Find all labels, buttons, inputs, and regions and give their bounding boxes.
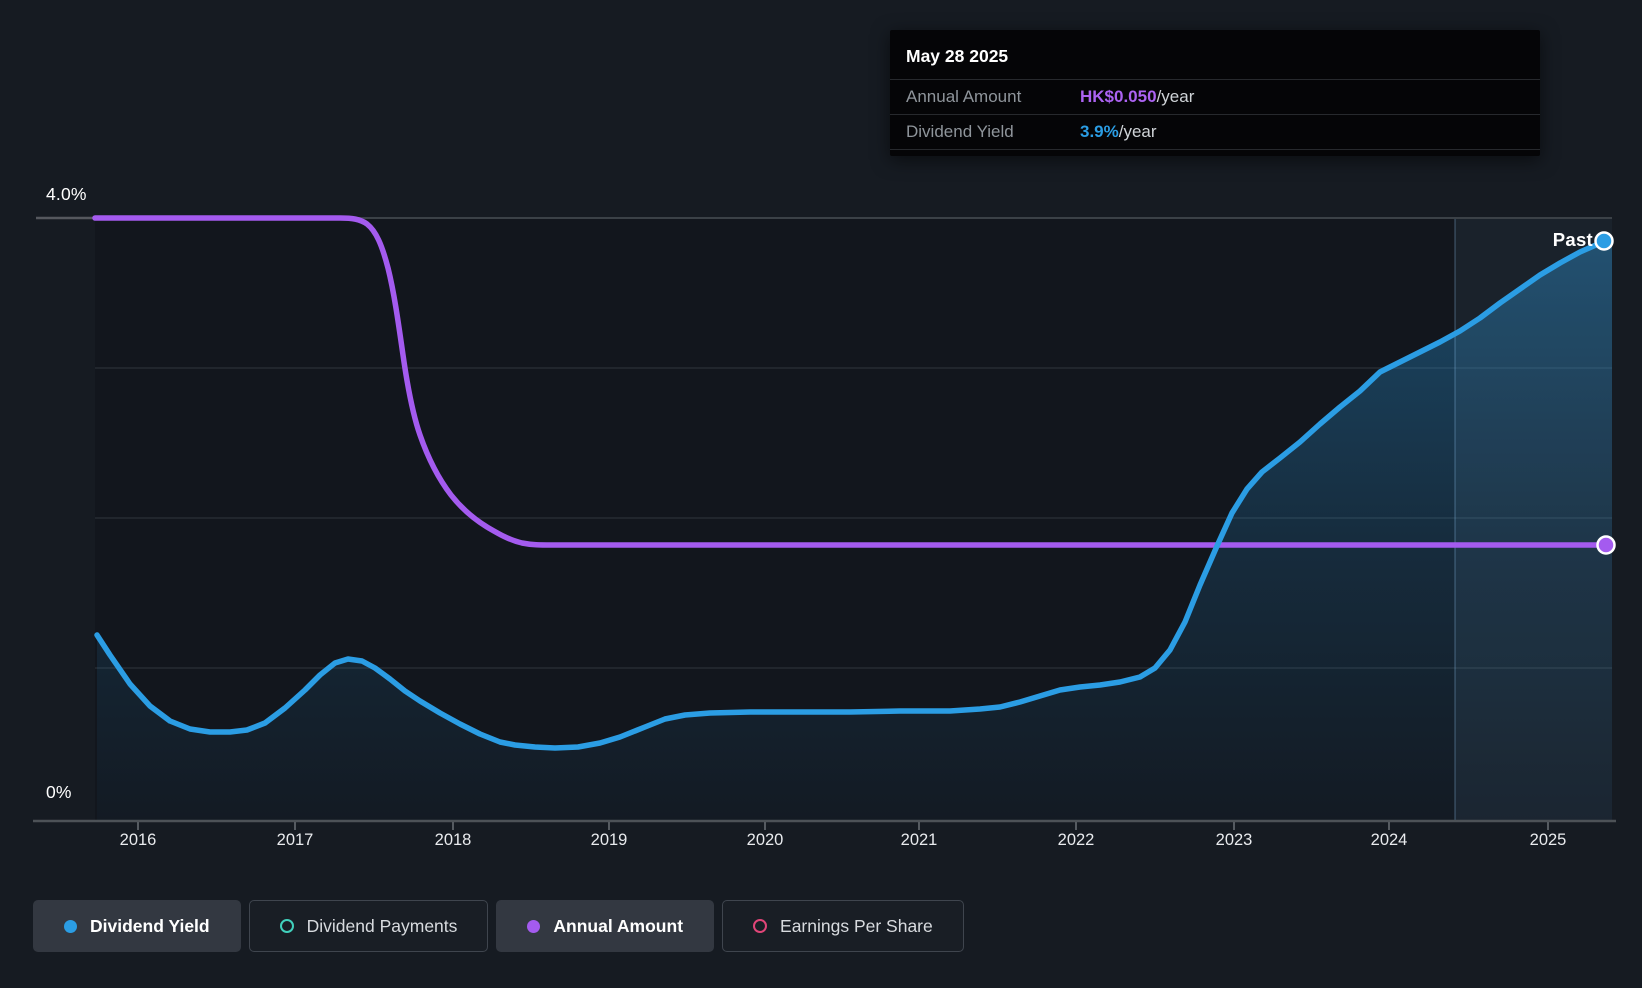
legend-button-annual-amount[interactable]: Annual Amount	[496, 900, 715, 952]
chart-legend: Dividend Yield Dividend Payments Annual …	[33, 900, 964, 952]
tooltip-value-number: 3.9%	[1080, 122, 1119, 141]
annual-amount-dot-icon	[527, 919, 541, 933]
legend-label: Dividend Yield	[90, 915, 210, 936]
legend-label: Annual Amount	[553, 915, 684, 936]
annual-amount-end-marker	[1596, 535, 1616, 555]
tooltip-row-annual-amount: Annual Amount HK$0.050/year	[890, 80, 1540, 115]
tooltip-value-suffix: /year	[1118, 122, 1157, 141]
tooltip-label: Annual Amount	[906, 87, 1022, 106]
tooltip-row-dividend-yield: Dividend Yield 3.9%/year	[890, 115, 1540, 150]
legend-label: Dividend Payments	[306, 915, 458, 936]
dividend-yield-dot-icon	[64, 919, 77, 933]
x-axis-label-2025: 2025	[1529, 831, 1567, 849]
x-axis-label-2019: 2019	[590, 831, 628, 849]
y-axis-label-bottom: 0%	[46, 782, 72, 802]
x-axis-label-2024: 2024	[1370, 831, 1408, 849]
tooltip-label: Dividend Yield	[906, 122, 1014, 141]
legend-button-earnings-per-share[interactable]: Earnings Per Share	[722, 900, 964, 952]
tooltip-value-suffix: /year	[1156, 87, 1195, 106]
tooltip-value: HK$0.050/year	[1080, 87, 1194, 107]
dividend-payments-ring-icon	[279, 919, 294, 933]
earnings-per-share-ring-icon	[753, 919, 768, 933]
tooltip-date: May 28 2025	[890, 44, 1540, 80]
legend-label: Earnings Per Share	[780, 915, 933, 936]
legend-button-dividend-payments[interactable]: Dividend Payments	[248, 900, 489, 952]
legend-button-dividend-yield[interactable]: Dividend Yield	[33, 900, 241, 952]
dividend-yield-end-marker	[1594, 231, 1614, 251]
past-band	[1455, 218, 1612, 821]
dividend-yield-area	[97, 240, 1612, 821]
tooltip-value: 3.9%/year	[1080, 122, 1157, 142]
chart-tooltip: May 28 2025 Annual Amount HK$0.050/year …	[890, 30, 1540, 156]
x-axis-label-2023: 2023	[1215, 831, 1253, 849]
dividend-yield-line	[94, 238, 1608, 751]
x-axis-label-2020: 2020	[746, 831, 784, 849]
x-axis-label-2017: 2017	[276, 831, 314, 849]
y-axis-label-top: 4.0%	[46, 184, 87, 204]
x-axis-label-2018: 2018	[434, 831, 472, 849]
annual-amount-line	[92, 215, 1615, 548]
past-annotation-label: Past	[1552, 229, 1593, 250]
x-axis-label-2021: 2021	[900, 831, 938, 849]
x-axis-label-2016: 2016	[119, 831, 157, 849]
tooltip-value-number: HK$0.050	[1080, 87, 1157, 106]
x-axis-ticks	[137, 822, 1549, 830]
x-axis-label-2022: 2022	[1057, 831, 1095, 849]
